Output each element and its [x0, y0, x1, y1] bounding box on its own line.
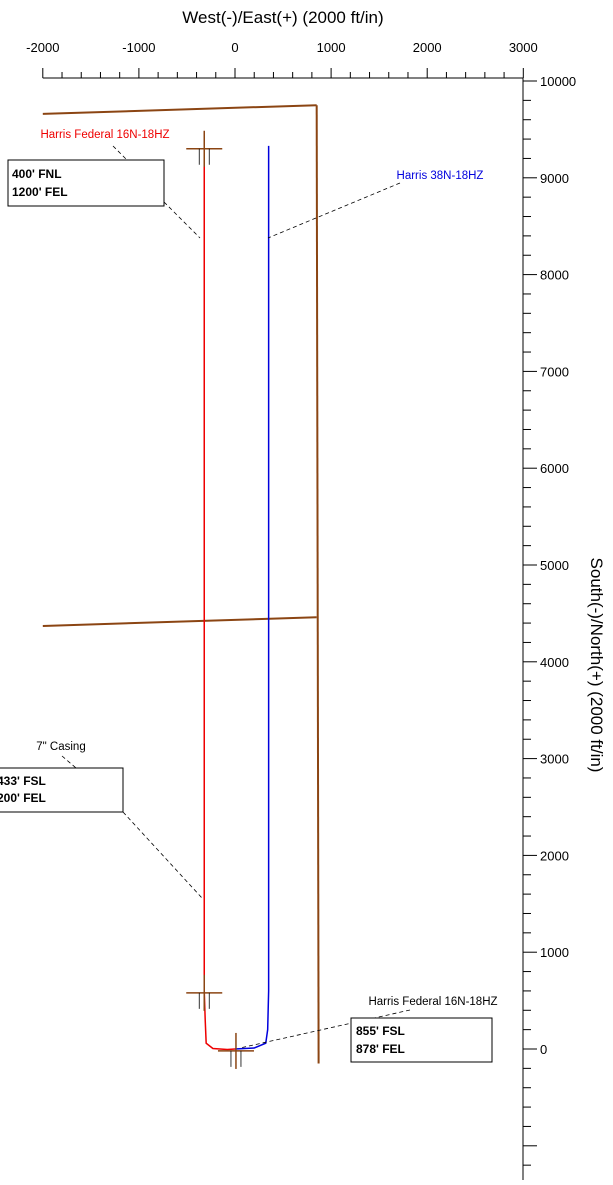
annotation-label: Harris 38N-18HZ	[397, 170, 484, 182]
lease-line	[42, 104, 317, 115]
x-tick-label: 1000	[317, 40, 346, 55]
annotation-label: Harris Federal 16N-18HZ	[40, 129, 169, 141]
annotation-box-line: 878' FEL	[356, 1042, 405, 1056]
annotation-label: Harris Federal 16N-18HZ	[368, 996, 497, 1008]
x-tick-label: 3000	[509, 40, 538, 55]
annotation-box-line: 200' FEL	[0, 791, 46, 805]
lease-line	[315, 105, 320, 1064]
well-marker	[186, 130, 223, 167]
well-path-line	[203, 148, 236, 1051]
y-tick-label: 4000	[540, 655, 569, 670]
annotation-blue-well: Harris 38N-18HZ	[267, 170, 484, 239]
annotation-box-line: 433' FSL	[0, 774, 46, 788]
y-tick-label: 7000	[540, 364, 569, 379]
y-tick-label: 9000	[540, 171, 569, 186]
lease-line	[42, 616, 317, 627]
y-tick-label: 1000	[540, 945, 569, 960]
y-tick-label: 8000	[540, 268, 569, 283]
annotation-label: 7" Casing	[36, 741, 85, 753]
x-tick-label: -2000	[26, 40, 59, 55]
x-axis-title: West(-)/East(+) (2000 ft/in)	[182, 8, 383, 27]
annotation-box-line: 1200' FEL	[12, 185, 68, 199]
x-tick-label: -1000	[122, 40, 155, 55]
well-marker	[186, 974, 223, 1011]
annotation-red-well-top: Harris Federal 16N-18HZ 400' FNL 1200' F…	[7, 129, 201, 239]
x-tick-label: 0	[231, 40, 238, 55]
lease-lines	[42, 104, 320, 1064]
y-tick-label: 5000	[540, 558, 569, 573]
y-tick-label: 0	[540, 1042, 547, 1057]
axes: -2000 -1000 0 1000 2000 3000 0 1000 2000 3000 4000…	[26, 40, 576, 1180]
well-paths	[203, 145, 270, 1051]
y-axis-title: South(-)/North(+) (2000 ft/in)	[587, 558, 606, 773]
x-tick-label: 2000	[413, 40, 442, 55]
well-markers	[186, 130, 254, 1069]
well-marker	[217, 1032, 254, 1069]
annotation-box-line: 400' FNL	[12, 167, 62, 181]
annotation-box-line: 855' FSL	[356, 1024, 405, 1038]
y-tick-label: 2000	[540, 848, 569, 863]
y-tick-label: 6000	[540, 461, 569, 476]
annotation-surface: Harris Federal 16N-18HZ 855' FSL 878' FE…	[239, 996, 498, 1063]
y-tick-label: 10000	[540, 74, 576, 89]
well-path-line	[234, 145, 270, 1050]
annotation-casing: 7" Casing 433' FSL 200' FEL	[0, 741, 203, 899]
y-tick-label: 3000	[540, 752, 569, 767]
